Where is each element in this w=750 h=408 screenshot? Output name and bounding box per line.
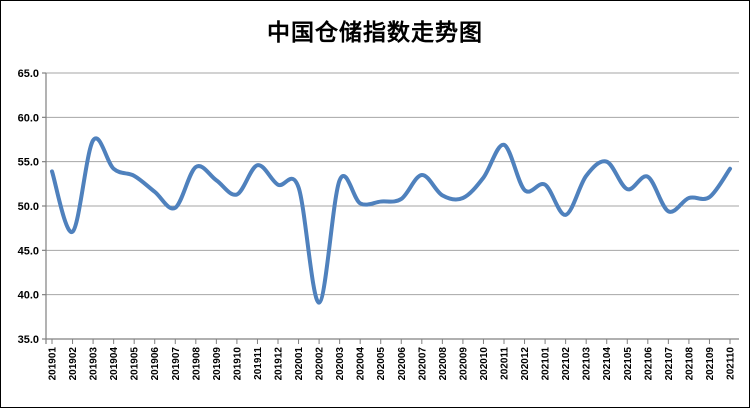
chart-title: 中国仓储指数走势图 — [267, 19, 483, 45]
x-tick-label: 202106 — [643, 347, 654, 381]
x-tick-label: 201902 — [68, 347, 79, 381]
x-tick-label: 202104 — [602, 347, 613, 381]
x-tick-label: 201904 — [109, 347, 120, 381]
x-tick-label: 202002 — [315, 347, 326, 381]
x-tick-label: 202012 — [520, 347, 531, 381]
y-tick-label: 35.0 — [18, 334, 39, 346]
y-tick-label: 50.0 — [18, 201, 39, 213]
x-tick-label: 202010 — [479, 347, 490, 381]
x-tick-label: 201905 — [130, 347, 141, 381]
x-tick-label: 201901 — [48, 347, 59, 381]
x-tick-label: 202007 — [417, 347, 428, 381]
x-tick-label: 202009 — [458, 347, 469, 381]
x-tick-label: 202108 — [684, 347, 695, 381]
x-tick-label: 201909 — [212, 347, 223, 381]
x-tick-label: 202011 — [500, 347, 511, 380]
x-tick-label: 201907 — [171, 347, 182, 381]
x-tick-label: 202109 — [705, 347, 716, 381]
x-tick-label: 202103 — [582, 347, 593, 381]
x-tick-label: 202005 — [376, 347, 387, 381]
x-tick-label: 202102 — [561, 347, 572, 381]
x-tick-label: 201910 — [232, 347, 243, 381]
x-tick-label: 202004 — [356, 347, 367, 381]
y-tick-label: 60.0 — [18, 112, 39, 124]
x-tick-label: 202107 — [664, 347, 675, 381]
x-tick-label: 201906 — [150, 347, 161, 381]
x-tick-label: 201912 — [274, 347, 285, 381]
y-tick-label: 65.0 — [18, 68, 39, 80]
index-data-line — [50, 136, 732, 305]
x-tick-label: 202110 — [726, 347, 737, 380]
x-tick-label: 202001 — [294, 347, 305, 381]
x-tick-label: 202003 — [335, 347, 346, 381]
x-tick-label: 201903 — [89, 347, 100, 381]
x-tick-label: 202008 — [438, 347, 449, 381]
y-tick-label: 40.0 — [18, 290, 39, 302]
y-tick-label: 45.0 — [18, 245, 39, 257]
x-tick-label: 202101 — [541, 347, 552, 381]
y-tick-label: 55.0 — [18, 157, 39, 169]
x-tick-label: 201911 — [253, 347, 264, 380]
x-tick-label: 202105 — [623, 347, 634, 381]
x-tick-label: 202006 — [397, 347, 408, 381]
x-tick-label: 201908 — [191, 347, 202, 381]
